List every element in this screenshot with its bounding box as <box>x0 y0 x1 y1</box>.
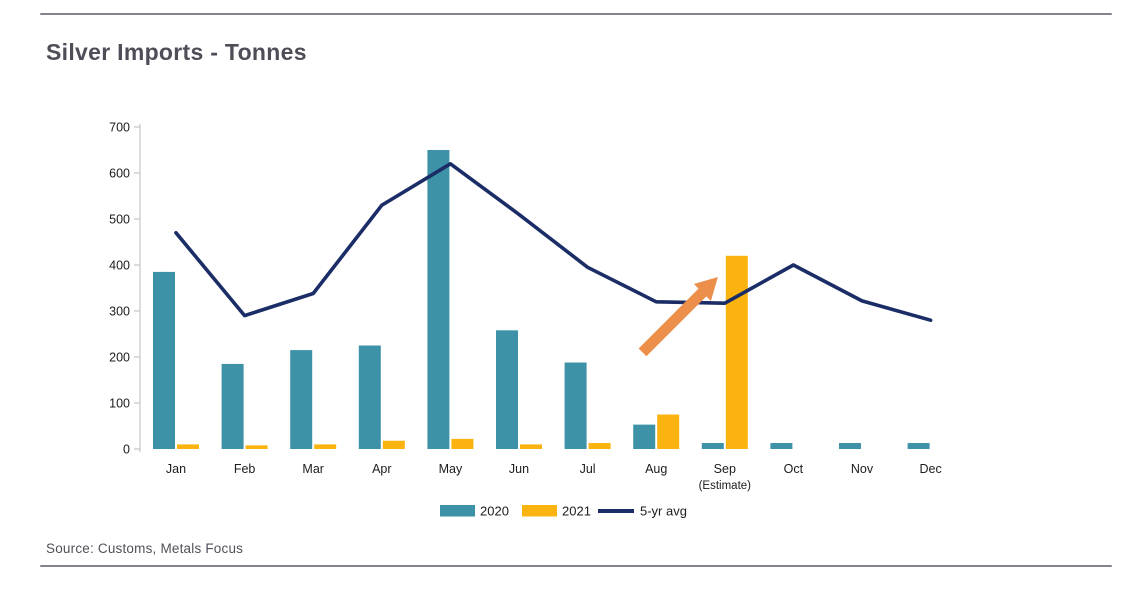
y-tick-label: 600 <box>109 167 130 181</box>
x-tick-sublabel: (Estimate) <box>699 480 752 492</box>
bar-2020-nov <box>839 443 861 449</box>
x-tick-label: Mar <box>302 462 324 476</box>
five-yr-avg-line <box>174 162 933 323</box>
legend-label-2021: 2021 <box>562 504 591 519</box>
x-tick-label: Nov <box>851 462 874 476</box>
y-tick-label: 500 <box>109 213 130 227</box>
x-tick-label: Aug <box>645 462 667 476</box>
bottom-divider <box>40 565 1112 567</box>
source-note: Source: Customs, Metals Focus <box>46 541 244 556</box>
bar-2021-apr <box>382 440 405 449</box>
bar-2020-mar <box>290 350 313 449</box>
bar-2021-mar <box>314 444 337 449</box>
y-tick-label: 400 <box>109 259 130 273</box>
bar-2020-apr <box>358 345 381 449</box>
legend-label-5-yr-avg: 5-yr avg <box>640 504 687 519</box>
bar-2021-jan <box>177 444 199 449</box>
bar-2020-dec <box>907 443 930 449</box>
y-tick-label: 100 <box>109 397 130 411</box>
highlight-arrow <box>638 277 718 357</box>
x-tick-label: Feb <box>234 462 256 476</box>
y-tick-label: 700 <box>109 121 130 135</box>
x-tick-label: Apr <box>372 462 391 476</box>
y-tick-label: 0 <box>123 443 130 457</box>
bar-2020-aug <box>633 424 656 449</box>
y-tick-label: 200 <box>109 351 130 365</box>
bar-2020-jun <box>496 330 518 449</box>
bar-2020-jan <box>153 271 175 449</box>
bar-2020-feb <box>221 363 244 449</box>
bar-2021-feb <box>245 445 268 449</box>
bar-2021-sep <box>725 255 748 449</box>
x-tick-label: Jan <box>166 462 186 476</box>
x-tick-label: Oct <box>784 462 804 476</box>
x-tick-label: Jul <box>580 462 596 476</box>
bar-2021-aug <box>657 414 680 449</box>
legend-swatch-2020 <box>440 505 475 517</box>
top-divider <box>40 13 1112 15</box>
legend-swatch-2021 <box>522 505 557 517</box>
x-tick-label: Jun <box>509 462 529 476</box>
x-tick-label: May <box>439 462 463 476</box>
bar-2020-sep <box>701 443 724 449</box>
bar-2020-may <box>427 150 450 449</box>
y-tick-label: 300 <box>109 305 130 319</box>
page-title: Silver Imports - Tonnes <box>46 39 307 66</box>
x-tick-label: Sep <box>714 462 736 476</box>
bar-2020-oct <box>770 443 793 449</box>
legend-label-2020: 2020 <box>480 504 509 519</box>
bar-2020-jul <box>564 362 587 449</box>
bar-2021-jul <box>588 443 611 449</box>
bar-2021-jun <box>520 444 542 449</box>
x-tick-label: Dec <box>919 462 941 476</box>
bar-2021-may <box>451 438 474 449</box>
